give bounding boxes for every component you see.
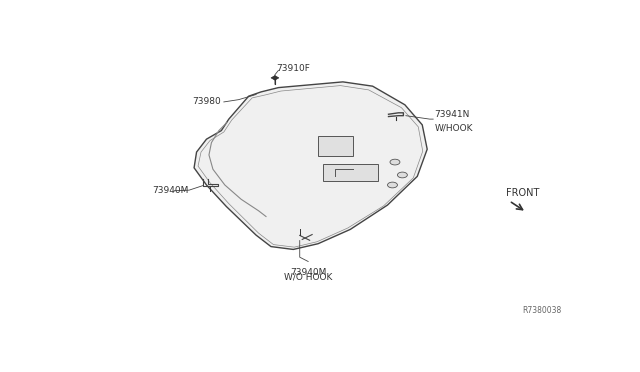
- Bar: [318, 136, 353, 156]
- Text: 73940M: 73940M: [152, 186, 188, 195]
- Text: 73910F: 73910F: [276, 64, 310, 74]
- Circle shape: [388, 182, 397, 188]
- Circle shape: [397, 172, 408, 178]
- Text: FRONT: FRONT: [506, 188, 539, 198]
- Text: 73940M: 73940M: [290, 268, 326, 277]
- Text: R7380038: R7380038: [522, 306, 561, 315]
- Text: 73941N: 73941N: [435, 110, 470, 119]
- Text: W/HOOK: W/HOOK: [435, 124, 473, 132]
- Text: 73980: 73980: [193, 97, 221, 106]
- Circle shape: [390, 159, 400, 165]
- Polygon shape: [271, 76, 279, 80]
- Bar: [323, 164, 378, 181]
- Polygon shape: [194, 82, 428, 250]
- Text: W/O HOOK: W/O HOOK: [284, 272, 332, 281]
